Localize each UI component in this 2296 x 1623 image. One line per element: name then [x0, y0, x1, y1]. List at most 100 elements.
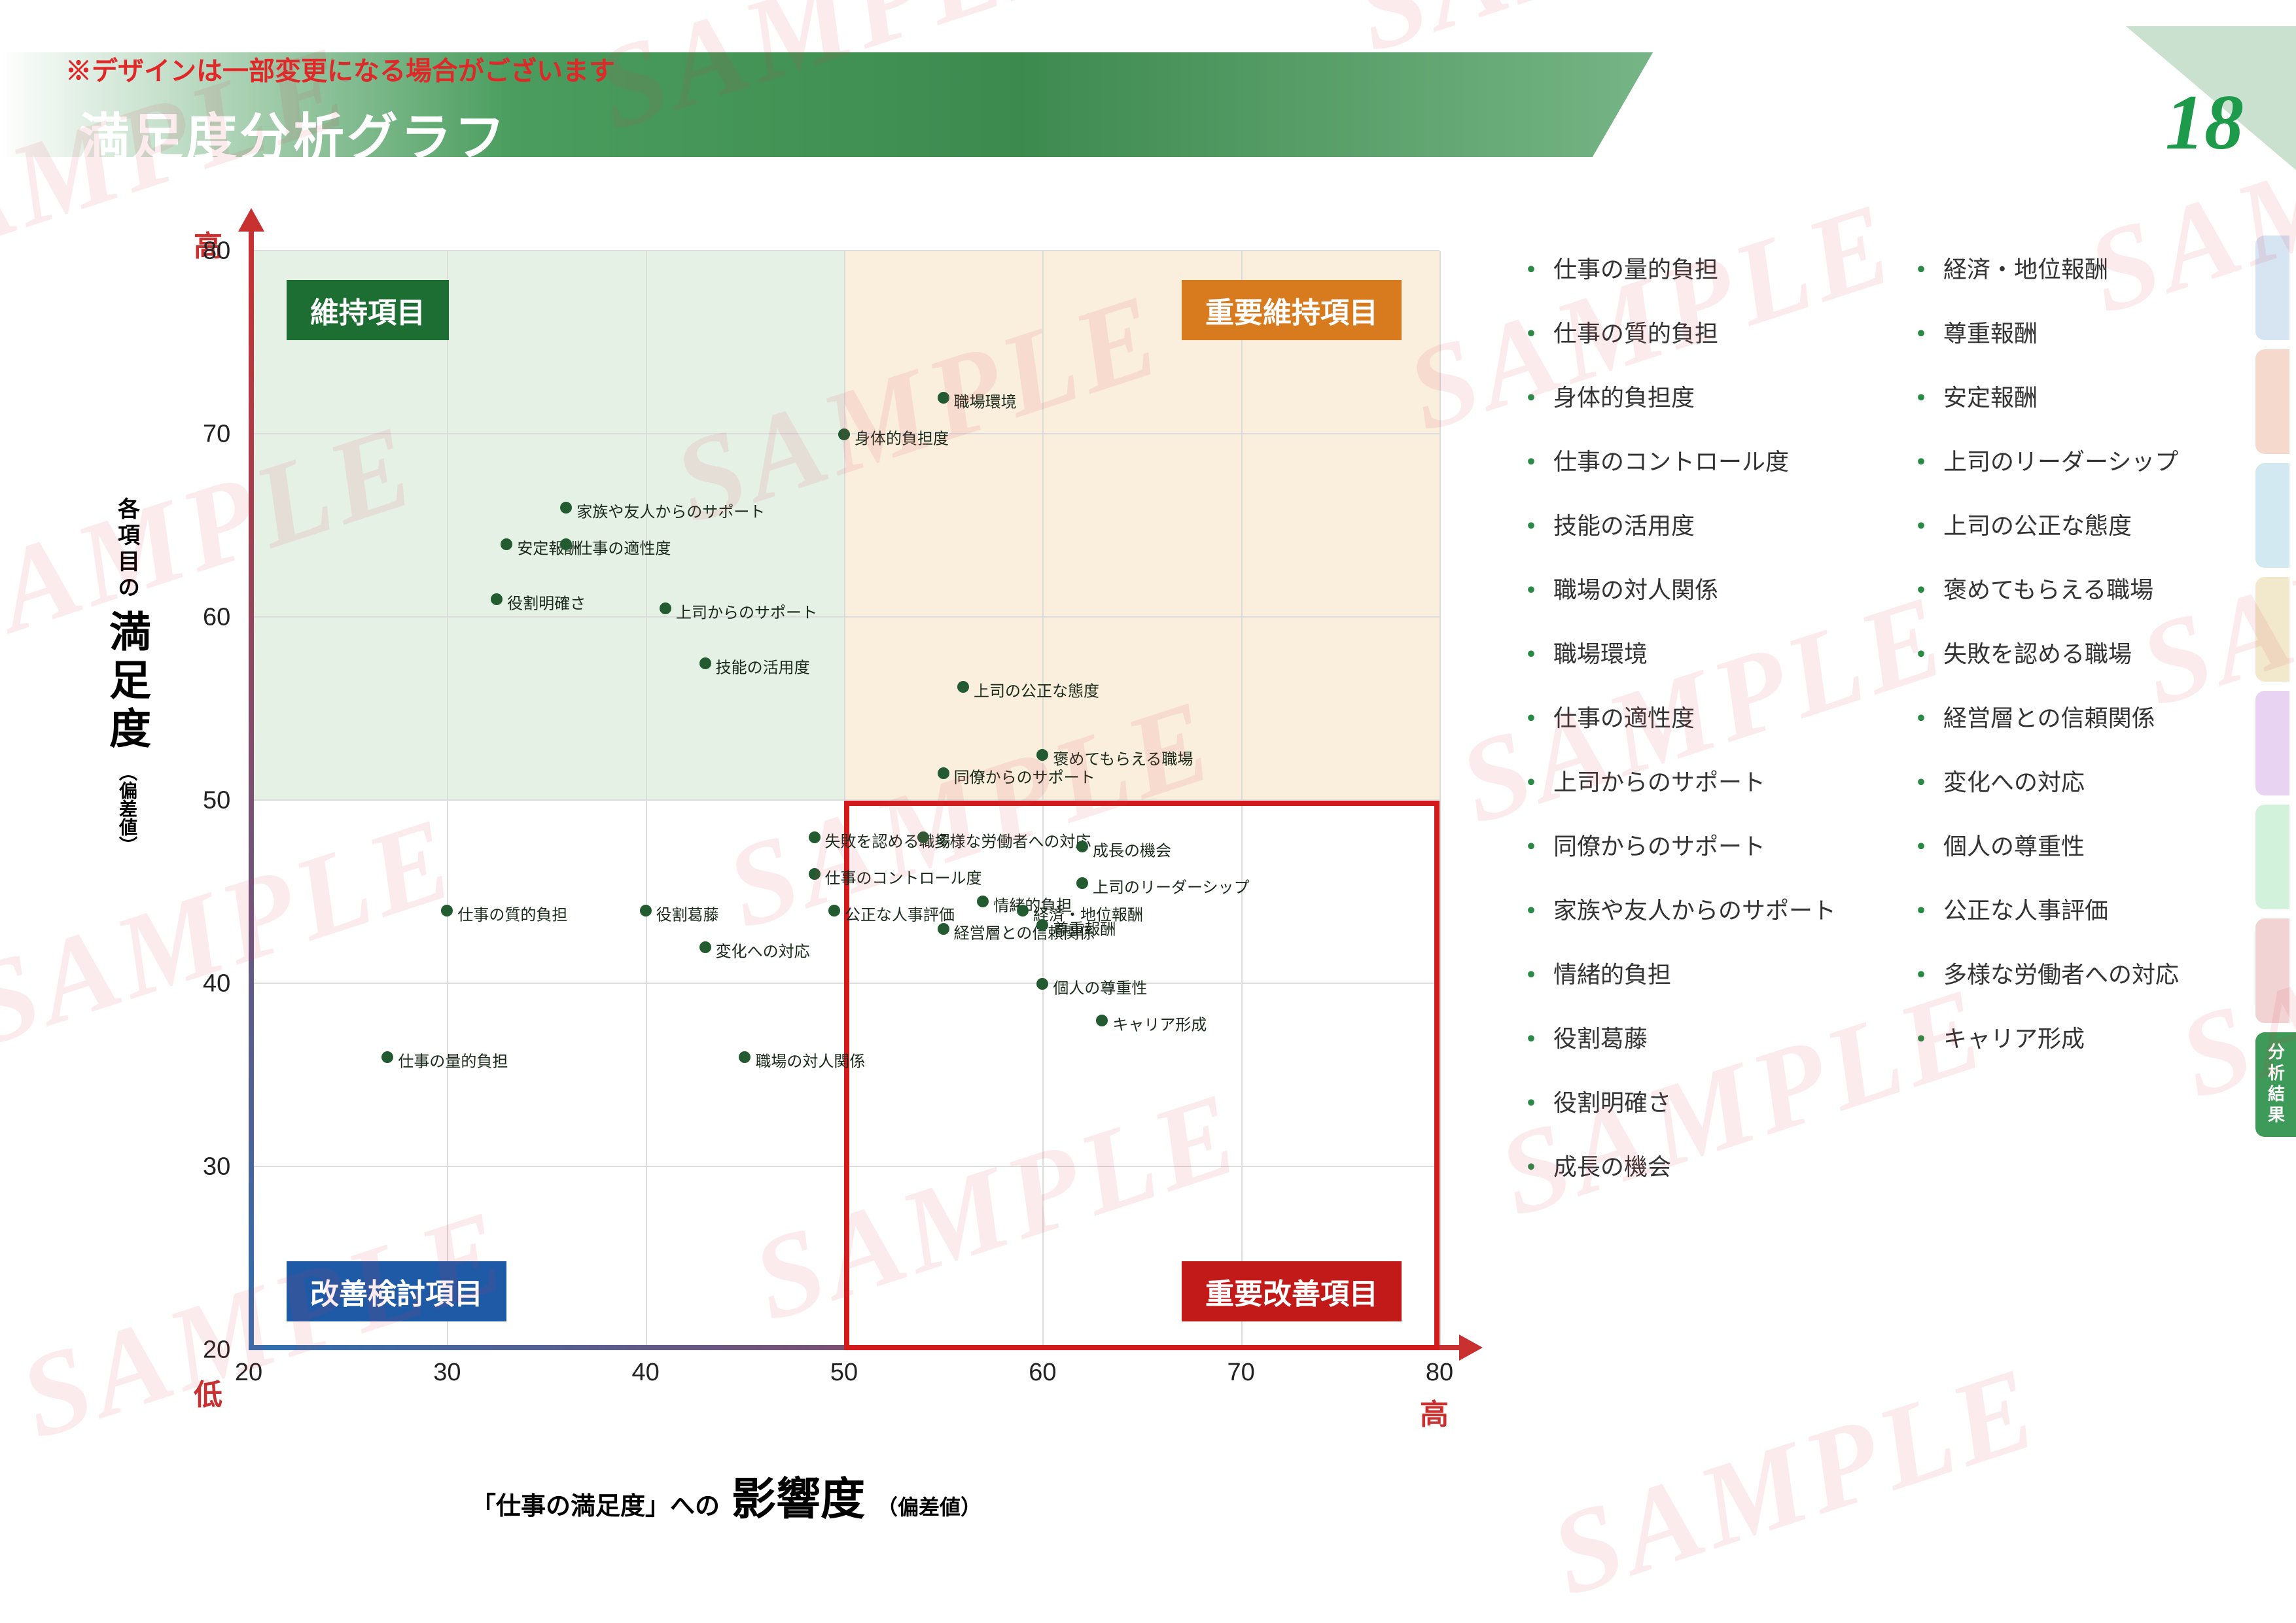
scatter-point-label: 仕事の適性度: [576, 536, 671, 559]
scatter-point: [501, 538, 512, 550]
side-tab[interactable]: [2255, 805, 2289, 909]
x-tick-label: 30: [433, 1359, 461, 1387]
scatter-point: [938, 392, 949, 404]
scatter-point: [938, 923, 949, 935]
quad-label-important-improve: 重要改善項目: [1182, 1261, 1402, 1321]
scatter-point-label: 変化への対応: [716, 939, 810, 962]
scatter-point-label: 役割明確さ: [507, 591, 586, 614]
scatter-point: [809, 831, 821, 843]
legend-column-1: 仕事の量的負担仕事の質的負担身体的負担度仕事のコントロール度技能の活用度職場の対…: [1518, 249, 1836, 1184]
legend-item: 技能の活用度: [1518, 505, 1836, 543]
y-axis-line: [249, 228, 254, 1350]
scatter-point-label: 個人の尊重性: [1053, 975, 1147, 998]
scatter-point-label: 家族や友人からのサポート: [576, 499, 765, 522]
legend-item: 仕事のコントロール度: [1518, 441, 1836, 479]
legend-item: キャリア形成: [1908, 1018, 2179, 1056]
scatter-point: [977, 896, 989, 907]
y-label-prefix: 各項目の: [111, 497, 143, 602]
x-axis-label: 「仕事の満足度」への 影響度 （偏差値）: [471, 1463, 981, 1527]
legend-item: 安定報酬: [1908, 377, 2179, 415]
page-number: 18: [2165, 77, 2244, 167]
scatter-point-label: 尊重報酬: [1053, 916, 1116, 939]
scatter-point: [640, 905, 652, 916]
legend-item: 多様な労働者への対応: [1908, 954, 2179, 992]
legend-item: 身体的負担度: [1518, 377, 1836, 415]
x-tick-label: 70: [1227, 1359, 1255, 1387]
scatter-point-label: 成長の機会: [1093, 838, 1171, 861]
side-tab-active[interactable]: 分析結果: [2255, 1032, 2296, 1137]
legend-item: 経済・地位報酬: [1908, 249, 2179, 287]
scatter-point: [441, 905, 453, 916]
legend-item: 変化への対応: [1908, 761, 2179, 799]
legend-item: 情緒的負担: [1518, 954, 1836, 992]
y-tick-label: 80: [203, 237, 230, 266]
side-tab[interactable]: [2255, 236, 2289, 340]
quad-label-important-maintain: 重要維持項目: [1182, 280, 1402, 340]
x-label-suffix: （偏差値）: [877, 1491, 981, 1521]
legend-item: 家族や友人からのサポート: [1518, 890, 1836, 928]
side-tab[interactable]: [2255, 349, 2289, 454]
y-axis-low-label: 低: [194, 1371, 222, 1413]
quad-label-consider-improve: 改善検討項目: [287, 1261, 506, 1321]
gridline-vertical: [1439, 251, 1441, 1350]
legend-item: 個人の尊重性: [1908, 826, 2179, 864]
scatter-point-label: 褒めてもらえる職場: [1053, 746, 1193, 769]
scatter-point: [1036, 749, 1048, 761]
scatter-point-label: 技能の活用度: [716, 655, 810, 678]
x-tick-label: 60: [1029, 1359, 1056, 1387]
side-tab[interactable]: [2255, 577, 2289, 682]
gridline-vertical: [447, 251, 448, 1350]
scatter-point: [739, 1051, 751, 1063]
scatter-point: [560, 538, 572, 550]
legend-item: 職場環境: [1518, 633, 1836, 671]
scatter-point: [828, 905, 840, 916]
quad-label-maintain: 維持項目: [287, 280, 449, 340]
scatter-point: [660, 602, 671, 614]
y-tick-label: 60: [203, 604, 230, 632]
scatter-point-label: 多様な労働者への対応: [934, 829, 1091, 852]
scatter-point-label: 身体的負担度: [855, 426, 949, 449]
scatter-point: [1076, 841, 1088, 852]
x-tick-label: 40: [632, 1359, 660, 1387]
scatter-plot: 2030405060708020304050607080維持項目重要維持項目改善…: [249, 251, 1439, 1350]
legend-item: 仕事の量的負担: [1518, 249, 1836, 287]
legend-item: 上司からのサポート: [1518, 761, 1836, 799]
scatter-point-label: 上司の公正な態度: [974, 678, 1099, 701]
legend: 仕事の量的負担仕事の質的負担身体的負担度仕事のコントロール度技能の活用度職場の対…: [1518, 249, 2179, 1184]
x-label-main: 影響度: [732, 1463, 865, 1527]
scatter-point-label: 役割葛藤: [656, 902, 719, 925]
scatter-point-label: 仕事の量的負担: [398, 1049, 508, 1072]
disclaimer-text: ※デザインは一部変更になる場合がございます: [65, 50, 615, 88]
legend-item: 経営層との信頼関係: [1908, 697, 2179, 735]
scatter-point-label: 仕事のコントロール度: [825, 865, 982, 888]
legend-item: 仕事の適性度: [1518, 697, 1836, 735]
side-tab[interactable]: [2255, 691, 2289, 795]
legend-item: 同僚からのサポート: [1518, 826, 1836, 864]
scatter-point: [957, 681, 969, 693]
y-tick-label: 40: [203, 970, 230, 998]
legend-item: 職場の対人関係: [1518, 569, 1836, 607]
watermark: SAMPLE: [1536, 1338, 2056, 1622]
side-tab[interactable]: [2255, 463, 2289, 568]
scatter-point: [699, 941, 711, 953]
scatter-point: [1017, 905, 1029, 916]
legend-item: 褒めてもらえる職場: [1908, 569, 2179, 607]
scatter-point: [1096, 1015, 1108, 1026]
legend-item: 失敗を認める職場: [1908, 633, 2179, 671]
scatter-point-label: 失敗を認める職場: [825, 829, 951, 852]
chart-area: 高 低 高 各項目の 満足度 （偏差値） 「仕事の満足度」への 影響度 （偏差値…: [65, 209, 1466, 1439]
x-tick-label: 50: [830, 1359, 858, 1387]
side-tab[interactable]: [2255, 918, 2289, 1023]
legend-item: 上司のリーダーシップ: [1908, 441, 2179, 479]
scatter-point: [491, 593, 503, 605]
scatter-point-label: 上司からのサポート: [676, 600, 817, 623]
legend-item: 役割葛藤: [1518, 1018, 1836, 1056]
x-tick-label: 20: [235, 1359, 262, 1387]
y-tick-label: 20: [203, 1336, 230, 1365]
legend-item: 上司の公正な態度: [1908, 505, 2179, 543]
legend-item: 仕事の質的負担: [1518, 313, 1836, 351]
scatter-point: [560, 502, 572, 514]
gridline-vertical: [646, 251, 647, 1350]
header: ※デザインは一部変更になる場合がございます 満足度分析グラフ 18: [0, 26, 2296, 157]
scatter-point-label: 上司のリーダーシップ: [1093, 875, 1250, 898]
